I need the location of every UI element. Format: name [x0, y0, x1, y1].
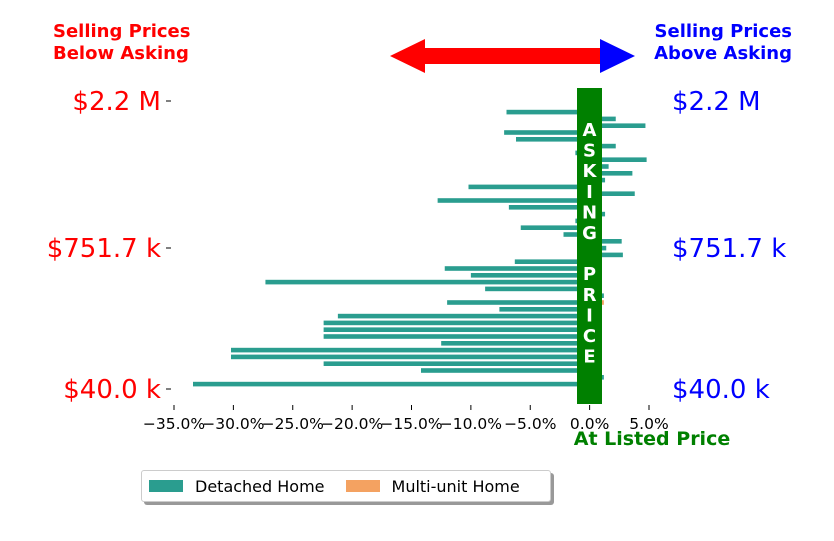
x-tick-label-6: −5.0% — [504, 415, 556, 433]
x-tick-label-5: −10.0% — [440, 415, 502, 433]
legend-label-detached: Detached Home — [195, 476, 325, 496]
x-tick-label-7: 0.0% — [570, 415, 609, 433]
bar-detached-38 — [323, 361, 590, 366]
left-tick-label-1: $751.7 k — [47, 234, 161, 264]
bar-detached-33 — [323, 327, 590, 332]
legend-swatch-multi-unit — [345, 480, 380, 492]
bar-detached-14 — [437, 198, 590, 203]
bar-detached-8 — [589, 157, 647, 162]
bar-detached-41 — [193, 381, 590, 387]
bar-detached-12 — [468, 184, 590, 190]
bar-detached-13 — [589, 191, 635, 196]
asking-letter-5: G — [582, 223, 597, 244]
bar-detached-36 — [231, 347, 590, 353]
left-tick-label-0: $2.2 M — [72, 87, 161, 117]
asking-letter-3: I — [586, 182, 593, 203]
right-tick-label-0: $2.2 M — [672, 87, 761, 117]
x-tick-label-3: −20.0% — [321, 415, 383, 433]
bar-detached-1 — [506, 109, 590, 115]
x-axis: −35.0%−30.0%−25.0%−20.0%−15.0%−10.0% −5.0… — [143, 405, 669, 433]
right-tick-label-1: $751.7 k — [672, 234, 786, 264]
bar-detached-23 — [514, 259, 590, 264]
asking-letter-1: S — [583, 141, 596, 162]
asking-letter-10: C — [583, 326, 596, 347]
bar-detached-2 — [589, 116, 616, 122]
right-axis: $2.2 M $751.7 k $40.0 k — [672, 87, 786, 405]
asking-letter-11: E — [583, 347, 595, 368]
x-tick-label-1: −30.0% — [202, 415, 264, 433]
arrow-right-blue — [600, 39, 635, 73]
bar-detached-25 — [470, 273, 590, 278]
bar-detached-29 — [447, 300, 590, 305]
bar-detached-37 — [231, 354, 590, 360]
header-below-line-1: Selling Prices — [53, 21, 191, 42]
bar-detached-35 — [441, 341, 590, 346]
bar-detached-15 — [508, 205, 590, 210]
bar-detached-31 — [337, 313, 590, 319]
bar-detached-22 — [589, 252, 623, 258]
bar-detached-4 — [504, 130, 590, 135]
arrow-left-red — [390, 39, 600, 73]
asking-letter-9: I — [586, 305, 593, 326]
asking-letter-0: A — [583, 120, 597, 141]
legend-item-detached: Detached Home — [149, 477, 325, 496]
x-tick-label-0: −35.0% — [143, 415, 205, 433]
x-tick-label-2: −25.0% — [262, 415, 324, 433]
at-listed-price-label: At Listed Price — [574, 428, 730, 450]
bar-detached-30 — [499, 307, 590, 312]
bar-detached-27 — [485, 286, 590, 292]
header-above-asking: Selling Prices Above Asking — [654, 21, 792, 65]
bar-detached-26 — [265, 279, 590, 285]
legend-swatch-detached — [149, 480, 183, 492]
bar-detached-3 — [589, 123, 646, 128]
bar-detached-10 — [589, 171, 633, 176]
bar-detached-19 — [563, 232, 590, 237]
header-above-line-2: Above Asking — [654, 43, 792, 64]
bar-detached-18 — [520, 225, 590, 230]
legend-item-multi-unit: Multi-unit Home — [345, 476, 520, 496]
left-tick-label-2: $40.0 k — [63, 375, 161, 405]
asking-price-band — [577, 88, 602, 404]
bar-detached-6 — [589, 143, 616, 149]
legend: Detached Home Multi-unit Home — [141, 470, 551, 502]
bar-detached-39 — [421, 368, 590, 373]
header-above-line-1: Selling Prices — [654, 21, 792, 42]
asking-letter-7: P — [583, 264, 596, 285]
bar-detached-32 — [323, 320, 590, 326]
bar-detached-20 — [589, 239, 622, 244]
header-below-asking: Selling Prices Below Asking — [53, 21, 190, 65]
asking-letter-8: R — [583, 285, 597, 306]
x-tick-label-4: −15.0% — [380, 415, 442, 433]
header-below-line-2: Below Asking — [53, 43, 189, 64]
direction-arrow — [390, 39, 635, 73]
x-tick-label-8: 5.0% — [629, 415, 668, 433]
bar-detached-5 — [516, 137, 590, 142]
right-tick-label-2: $40.0 k — [672, 375, 770, 405]
asking-letter-2: K — [583, 161, 598, 182]
bar-detached-34 — [323, 334, 590, 339]
legend-label-multi-unit: Multi-unit Home — [391, 476, 520, 496]
bar-detached-24 — [444, 266, 590, 271]
left-axis: $2.2 M $751.7 k $40.0 k — [47, 87, 171, 405]
asking-letter-4: N — [582, 202, 597, 223]
